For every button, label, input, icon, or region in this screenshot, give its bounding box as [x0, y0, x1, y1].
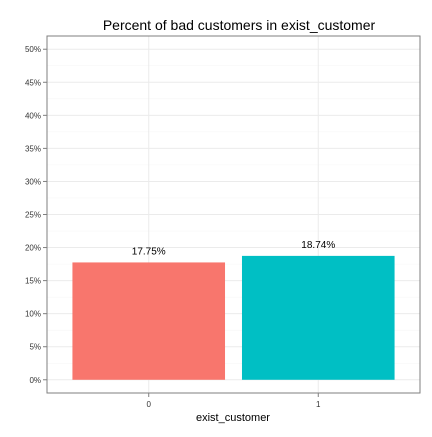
- y-tick-label: 35%: [25, 144, 41, 153]
- plot-area: 17.75% 18.74% 0% 5% 10% 15% 20% 25% 30% 35% 40% 45%…: [25, 36, 420, 409]
- y-tick-label: 0%: [29, 376, 41, 385]
- x-tick-label-1: 1: [316, 400, 321, 409]
- y-tick-label: 45%: [25, 78, 41, 87]
- y-tick-label: 50%: [25, 45, 41, 54]
- y-tick-label: 25%: [25, 211, 41, 220]
- y-tick-label: 10%: [25, 310, 41, 319]
- chart-title: Percent of bad customers in exist_custom…: [103, 17, 376, 33]
- y-tick-label: 30%: [25, 177, 41, 186]
- y-tick-label: 20%: [25, 244, 41, 253]
- y-tick-label: 15%: [25, 277, 41, 286]
- bar-1: [242, 256, 395, 380]
- x-tick-label-0: 0: [147, 400, 152, 409]
- y-tick-label: 5%: [29, 343, 41, 352]
- bar-0: [72, 262, 225, 379]
- data-label-0: 17.75%: [132, 246, 166, 257]
- x-axis-label: exist_customer: [196, 412, 270, 424]
- y-tick-label: 40%: [25, 111, 41, 120]
- data-label-1: 18.74%: [301, 240, 335, 251]
